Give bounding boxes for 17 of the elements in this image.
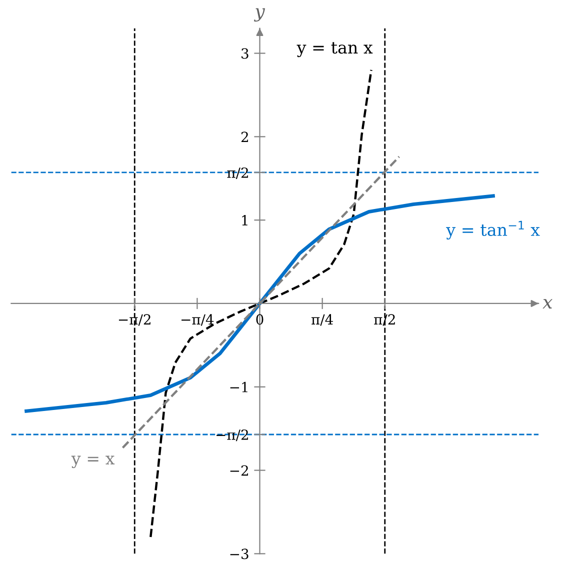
y-tick-label: −1 (230, 382, 248, 392)
y-tick-label: 1 (242, 215, 248, 226)
line-series (150, 68, 372, 538)
series-label: y = x (71, 456, 115, 468)
y-tick-label: 3 (242, 48, 248, 59)
x-axis-title: x (542, 299, 552, 308)
x-tick-label: π/2 (374, 314, 395, 326)
y-tick-label: 2 (241, 132, 248, 142)
series-label: y = tan x (296, 42, 373, 58)
x-tick-label: −π/2 (118, 314, 150, 326)
series-label: y = tan$^{−1}$ x (446, 220, 540, 240)
x-tick-label: 0 (256, 314, 264, 325)
y-axis-title: y (254, 8, 266, 22)
x-tick-label: −π/4 (182, 314, 214, 326)
x-tick-label: π/4 (312, 314, 333, 326)
y-tick-label: −3 (230, 548, 248, 560)
y-tick-label: −2 (230, 465, 248, 476)
